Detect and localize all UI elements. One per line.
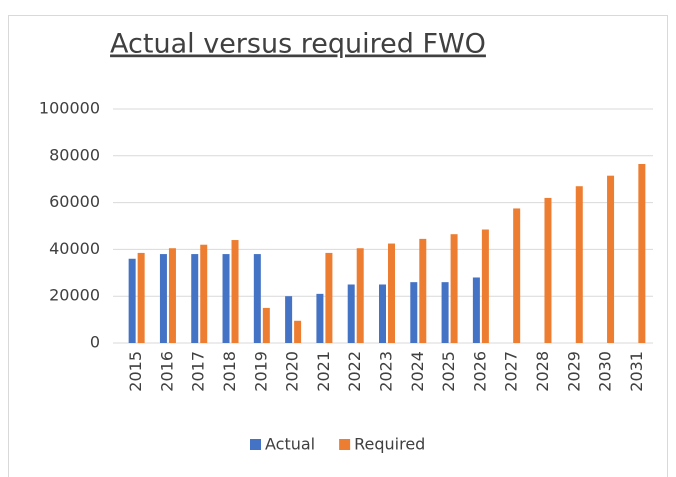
x-tick-label: 2016 <box>157 351 176 392</box>
bar <box>356 248 364 343</box>
x-tick-label: 2019 <box>251 351 270 392</box>
legend-swatch <box>339 439 351 450</box>
x-tick-label: 2030 <box>596 351 615 392</box>
x-tick-label: 2024 <box>408 351 427 392</box>
bar <box>638 163 646 343</box>
bar <box>379 284 386 343</box>
legend-label: Actual <box>265 435 315 454</box>
bar <box>262 307 270 343</box>
x-tick-label: 2017 <box>189 351 208 392</box>
bar <box>316 293 324 343</box>
x-tick-label: 2023 <box>377 351 396 392</box>
x-tick-label: 2022 <box>345 351 364 392</box>
chart-title: Actual versus required FWO <box>110 29 486 60</box>
bar <box>222 254 230 343</box>
y-tick-label: 0 <box>90 333 100 352</box>
bar <box>481 229 489 343</box>
y-tick-label: 20000 <box>49 286 100 305</box>
y-tick-label: 40000 <box>49 239 100 258</box>
x-tick-label: 2018 <box>220 351 239 392</box>
bar <box>231 240 239 343</box>
bar <box>253 254 261 343</box>
bar <box>607 175 615 343</box>
y-tick-label: 80000 <box>49 145 100 164</box>
bar <box>191 254 199 343</box>
bar <box>544 197 552 343</box>
bar <box>513 208 521 343</box>
bar <box>347 284 355 343</box>
x-tick-label: 2015 <box>126 351 145 392</box>
bar <box>450 234 458 343</box>
bar <box>388 243 395 343</box>
bar <box>200 244 208 343</box>
y-tick-label: 60000 <box>49 192 100 211</box>
legend-label: Required <box>354 435 425 454</box>
x-tick-label: 2021 <box>314 351 333 392</box>
bar <box>325 252 333 343</box>
x-tick-label: 2031 <box>627 351 646 392</box>
legend-swatch <box>250 439 261 450</box>
bar <box>159 254 167 343</box>
x-tick-label: 2025 <box>439 351 458 392</box>
bar <box>137 252 145 343</box>
bar <box>472 277 480 343</box>
x-tick-label: 2029 <box>564 351 583 392</box>
bar <box>285 296 293 343</box>
bar <box>441 282 449 343</box>
bar <box>575 186 583 343</box>
bar <box>168 248 176 343</box>
chart-frame <box>8 15 668 477</box>
y-tick-label: 100000 <box>39 99 100 118</box>
bar <box>294 320 302 343</box>
x-tick-label: 2020 <box>283 351 302 392</box>
bar <box>410 282 418 343</box>
x-tick-label: 2026 <box>470 351 489 392</box>
x-tick-label: 2027 <box>502 351 521 392</box>
bar <box>419 238 427 343</box>
x-tick-label: 2028 <box>533 351 552 392</box>
bar <box>128 258 136 343</box>
